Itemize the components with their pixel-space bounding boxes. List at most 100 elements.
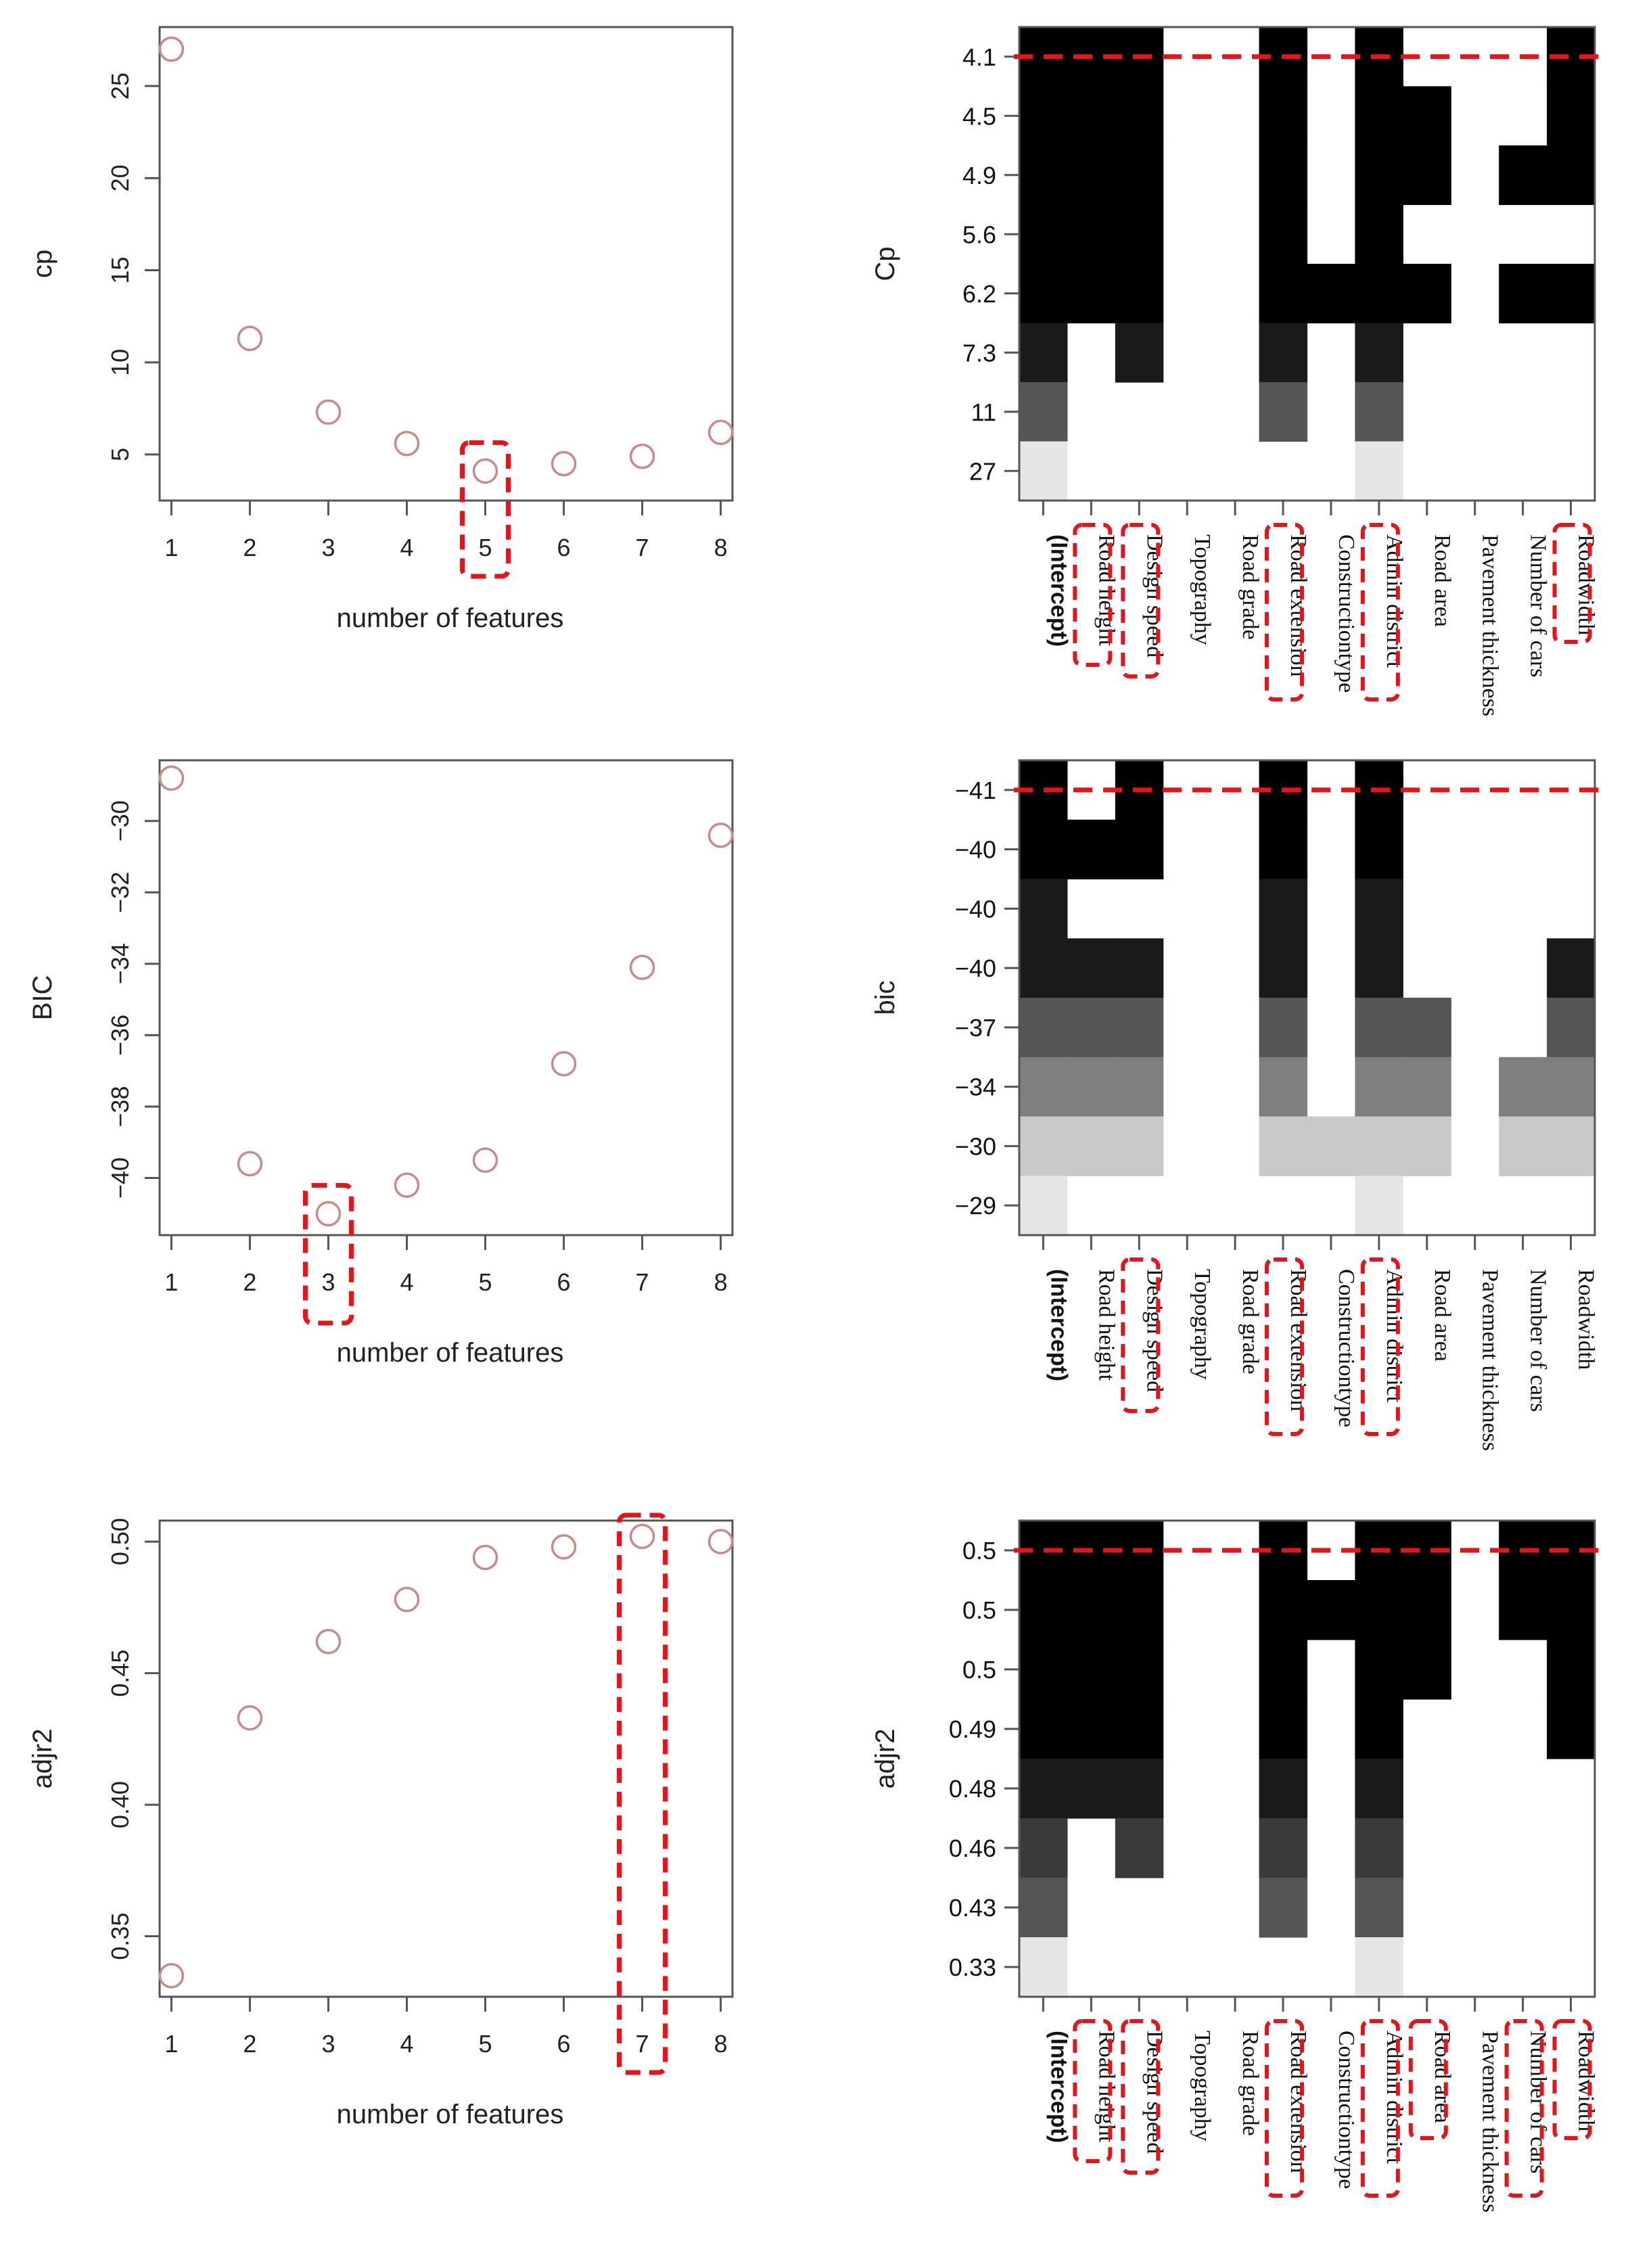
heatmap-cell <box>1115 1580 1164 1640</box>
heatmap-cell <box>1355 879 1403 939</box>
y-tick-label: 0.40 <box>106 1781 134 1828</box>
heatmap-cell <box>1115 86 1164 146</box>
x-tick-label: 5 <box>478 1268 492 1296</box>
heatmap-cell <box>1019 264 1068 324</box>
heatmap-cell <box>1067 145 1116 206</box>
row-label: 11 <box>971 398 996 426</box>
heatmap-cell <box>1259 1759 1308 1819</box>
heatmap-cell <box>1403 998 1451 1058</box>
heatmap-cell <box>1019 1057 1068 1117</box>
row-label: 0.5 <box>962 1596 996 1624</box>
data-point <box>394 1586 420 1613</box>
row-label: −34 <box>955 1073 996 1101</box>
heatmap-cell <box>1019 323 1068 383</box>
feature-highlight-box <box>1360 1257 1400 1436</box>
heatmap-cell <box>1547 1580 1595 1640</box>
heatmap-cell <box>1547 938 1595 998</box>
y-tick-label: 0.35 <box>106 1913 134 1960</box>
heatmap-cell <box>1019 1818 1068 1878</box>
row-label: 4.5 <box>962 102 996 130</box>
row-label: −37 <box>955 1014 996 1042</box>
heatmap-cell <box>1355 938 1403 998</box>
y-axis-title: Cp <box>870 246 900 281</box>
feature-highlight-box <box>1360 2019 1400 2198</box>
feature-label: Design speed <box>1142 1269 1167 1392</box>
plot-frame <box>158 759 734 1236</box>
heatmap-cell <box>1307 264 1356 324</box>
feature-label: Admin district <box>1382 534 1407 668</box>
heatmap-cell <box>1403 264 1451 324</box>
feature-highlight-box <box>1360 523 1400 701</box>
data-point <box>707 823 734 848</box>
heatmap-cell <box>1115 1699 1164 1759</box>
heatmap-cell <box>1019 1878 1068 1938</box>
feature-label: Road area <box>1430 534 1455 627</box>
row-label: 6.2 <box>962 280 996 308</box>
row-label: 0.43 <box>949 1894 996 1922</box>
row-label: −40 <box>955 895 996 923</box>
feature-label: Road extension <box>1286 1269 1311 1412</box>
row-label: 27 <box>969 457 996 485</box>
data-point <box>158 765 185 791</box>
heatmap-cell <box>1499 145 1547 206</box>
heatmap-cell <box>1259 1580 1308 1640</box>
heatmap-cell <box>1067 1116 1116 1176</box>
heatmap-cell <box>1259 86 1308 146</box>
heatmap-cell <box>1019 1176 1068 1236</box>
heatmap-cell <box>1499 264 1547 324</box>
heatmap-cell <box>1067 264 1116 324</box>
heatmap-cell <box>1259 1699 1308 1759</box>
heatmap-cell <box>1115 1818 1164 1878</box>
scatter-panel-cp: 1 2 3 4 5 6 7 8 5 10 15 20 25 number of features cp <box>28 26 734 633</box>
scatter-panel-adjr2: 1 2 3 4 5 6 7 8 0.35 0.40 0.45 0.50 number of featur… <box>28 1512 734 2129</box>
plot-frame <box>158 26 734 502</box>
y-tick-label: 25 <box>106 72 134 99</box>
row-label: −40 <box>955 836 996 864</box>
row-label: −40 <box>955 954 996 982</box>
heatmap-cell <box>1355 1699 1403 1759</box>
heatmap-cell <box>1019 819 1068 880</box>
data-point <box>315 1629 342 1654</box>
heatmap-cell <box>1355 382 1403 442</box>
x-tick-label: 2 <box>243 1268 256 1296</box>
heatmap-cell <box>1259 1818 1308 1878</box>
y-tick-label: −36 <box>106 1015 134 1056</box>
heatmap-cell <box>1019 938 1068 998</box>
y-axis-title: cp <box>28 250 57 278</box>
heatmap-cell <box>1355 323 1403 383</box>
feature-label: Roadwidth <box>1574 2031 1599 2131</box>
feature-label: Pavement thickness <box>1478 534 1503 716</box>
feature-label: Topography <box>1190 2031 1215 2142</box>
x-axis-title: number of features <box>337 1338 564 1368</box>
heatmap-cell <box>1067 1699 1116 1759</box>
heatmap-cell <box>1019 204 1068 264</box>
x-tick-label: 6 <box>557 534 571 561</box>
heatmap-cell <box>1355 1818 1403 1878</box>
heatmap-cell <box>1355 1640 1403 1700</box>
feature-highlight-box <box>1073 2019 1113 2163</box>
heatmap-cell <box>1499 1057 1547 1117</box>
data-point <box>237 325 263 352</box>
x-tick-label: 7 <box>636 534 649 561</box>
feature-highlight-box <box>1552 523 1592 644</box>
row-label: 0.46 <box>949 1834 996 1862</box>
heatmap-cell <box>1115 1057 1164 1117</box>
x-tick-label: 6 <box>557 1268 571 1296</box>
heatmap-cell <box>1067 998 1116 1058</box>
x-tick-label: 5 <box>478 2030 492 2058</box>
x-tick-label: 2 <box>243 2030 256 2058</box>
x-tick-label: 8 <box>714 2030 728 2058</box>
heatmap-cell <box>1259 1640 1308 1700</box>
heatmap-cell <box>1067 1640 1116 1700</box>
x-tick-label: 3 <box>321 534 335 561</box>
heatmap-cell <box>1019 879 1068 939</box>
data-point <box>629 954 655 980</box>
feature-label: Road height <box>1094 1269 1119 1381</box>
data-point <box>629 1523 655 1550</box>
plot-frame <box>1018 759 1596 1236</box>
highlight-box <box>302 1182 354 1326</box>
feature-label: Road grade <box>1238 534 1263 640</box>
feature-highlight-box <box>1408 2019 1448 2140</box>
x-axis-title: number of features <box>337 2100 564 2129</box>
